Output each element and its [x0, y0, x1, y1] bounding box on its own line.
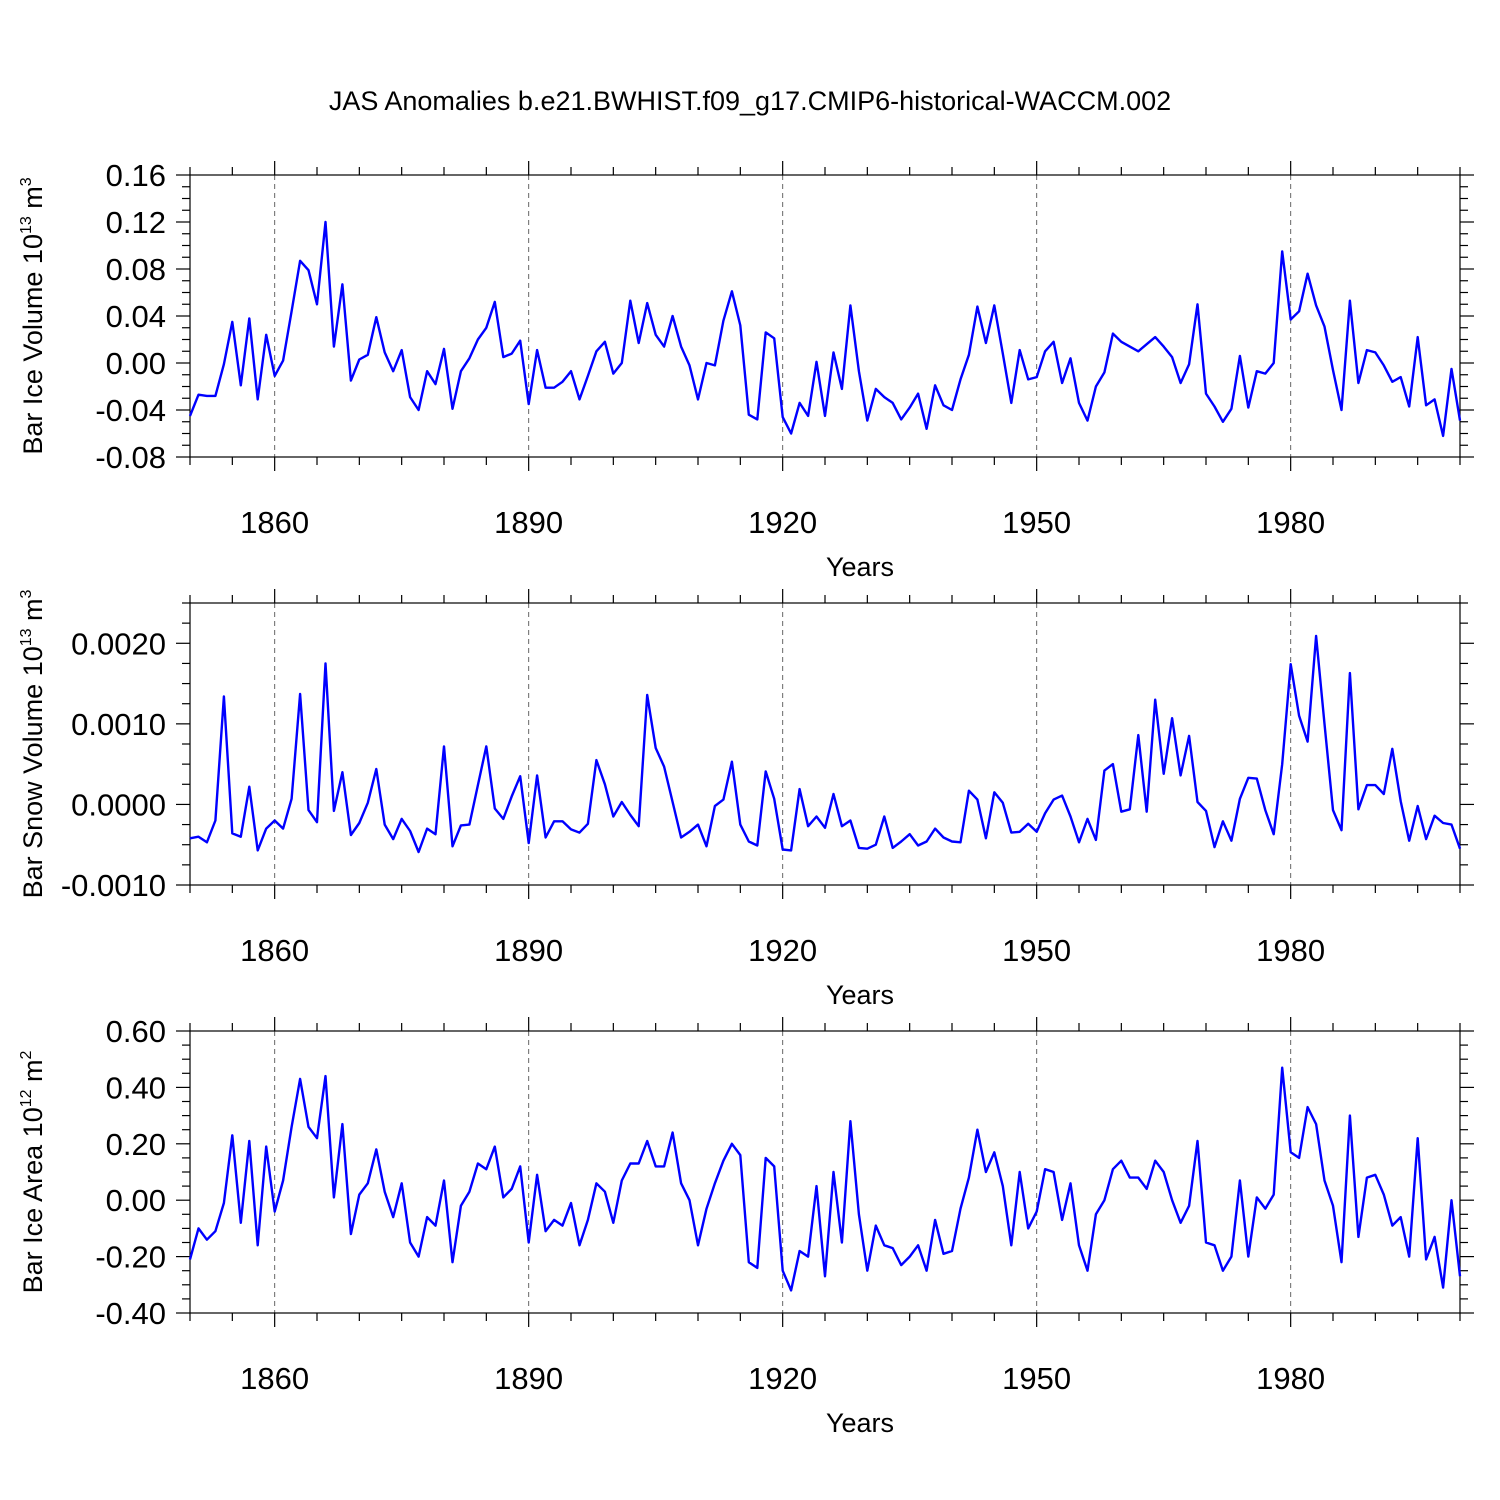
- x-tick-label: 1920: [748, 505, 817, 540]
- y-tick-label: 0.60: [106, 1014, 166, 1049]
- series-line-area: [188, 1066, 1462, 1292]
- y-axis-title-main: Bar Ice Volume 10: [18, 234, 48, 455]
- x-axis-title: Years: [826, 552, 894, 582]
- y-tick-label: -0.04: [95, 393, 166, 428]
- y-tick-label: -0.40: [95, 1296, 166, 1331]
- y-axis-title-unit: m: [18, 186, 48, 216]
- y-axis-title-exponent: 12: [18, 1089, 35, 1107]
- x-tick-label: 1920: [748, 1361, 817, 1396]
- snow-volume-panel: 1860 1890 1920 1950 1980 -0.0010 0.0000 0.0010 0…: [18, 589, 1474, 1010]
- y-axis-title-exponent: 13: [18, 628, 35, 646]
- y-tick-label: 0.20: [106, 1127, 166, 1162]
- x-tick-label: 1890: [494, 933, 563, 968]
- y-tick-label: 0.00: [106, 1183, 166, 1218]
- y-tick-label: 0.12: [106, 205, 166, 240]
- y-tick-label: 0.0010: [71, 707, 166, 742]
- x-tick-label: 1980: [1256, 933, 1325, 968]
- y-tick-label: 0.08: [106, 252, 166, 287]
- y-axis-title-unit-exponent: 3: [18, 177, 35, 186]
- plot-frame: [189, 602, 1461, 886]
- y-axis-title: Bar Ice Volume 1013 m3: [18, 177, 48, 454]
- x-tick-label: 1860: [240, 1361, 309, 1396]
- series-line-vol: [188, 220, 1462, 438]
- y-axis-title-unit: m: [18, 598, 48, 628]
- y-tick-label: 0.00: [106, 346, 166, 381]
- x-axis-title: Years: [826, 1408, 894, 1438]
- y-tick-label: -0.20: [95, 1240, 166, 1275]
- x-tick-label: 1980: [1256, 1361, 1325, 1396]
- y-tick-label: 0.0020: [71, 626, 166, 661]
- x-tick-label: 1950: [1002, 1361, 1071, 1396]
- x-tick-label: 1950: [1002, 505, 1071, 540]
- y-tick-label: 0.0000: [71, 787, 166, 822]
- y-axis-title: Bar Snow Volume 1013 m3: [18, 589, 48, 898]
- figure-title: JAS Anomalies b.e21.BWHIST.f09_g17.CMIP6…: [329, 86, 1171, 116]
- y-tick-label: 0.04: [106, 299, 166, 334]
- y-tick-label: -0.0010: [61, 868, 166, 903]
- ice-area-panel: 1860 1890 1920 1950 1980 -0.40 -0.20 0.00 0.20 0.…: [18, 1014, 1474, 1438]
- y-tick-label: 0.40: [106, 1070, 166, 1105]
- ice-volume-panel: 1860 1890 1920 1950 1980 -0.08 -0.04 0.00 0.04 0.…: [18, 158, 1474, 582]
- y-axis-title-unit-exponent: 2: [18, 1050, 35, 1059]
- x-tick-label: 1860: [240, 933, 309, 968]
- y-axis-title-main: Bar Snow Volume 10: [18, 646, 48, 898]
- x-axis-title: Years: [826, 980, 894, 1010]
- y-axis-title-exponent: 13: [18, 216, 35, 234]
- y-axis-title: Bar Ice Area 1012 m2: [18, 1050, 48, 1293]
- x-tick-label: 1920: [748, 933, 817, 968]
- x-tick-label: 1860: [240, 505, 309, 540]
- x-tick-label: 1890: [494, 505, 563, 540]
- y-tick-label: -0.08: [95, 440, 166, 475]
- y-tick-label: 0.16: [106, 158, 166, 193]
- y-axis-title-main: Bar Ice Area 10: [18, 1107, 48, 1293]
- series-line-snow: [189, 634, 1462, 854]
- x-tick-label: 1980: [1256, 505, 1325, 540]
- x-tick-label: 1950: [1002, 933, 1071, 968]
- y-axis-title-unit-exponent: 3: [18, 589, 35, 598]
- x-tick-label: 1890: [494, 1361, 563, 1396]
- y-axis-title-unit: m: [18, 1059, 48, 1089]
